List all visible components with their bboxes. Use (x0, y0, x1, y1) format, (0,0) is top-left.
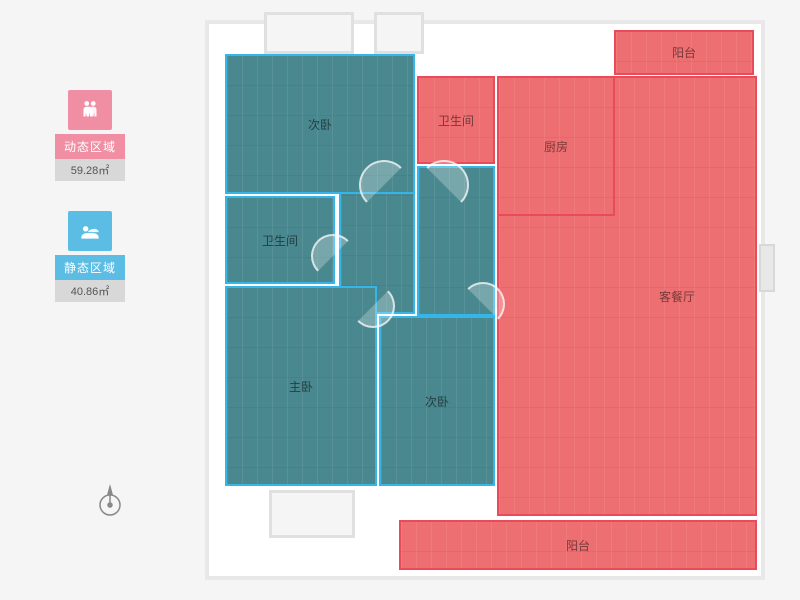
notch (374, 12, 424, 54)
legend-static-value: 40.86㎡ (55, 280, 125, 302)
label-yangtai-bottom: 阳台 (566, 537, 590, 554)
compass-icon (95, 480, 125, 520)
label-cibwo-top: 次卧 (308, 116, 332, 133)
label-kecanting: 客餐厅 (659, 288, 695, 305)
room-yangtai-top: 阳台 (614, 30, 754, 75)
label-cibwo-mid: 次卧 (425, 393, 449, 410)
room-zhuo: 主卧 (225, 286, 377, 486)
people-icon (68, 90, 112, 130)
label-weishengjian-top: 卫生间 (438, 112, 474, 129)
sleep-icon (68, 211, 112, 251)
label-zhuo: 主卧 (289, 378, 313, 395)
room-cibwo-mid: 次卧 (379, 316, 495, 486)
legend-static-title: 静态区域 (55, 255, 125, 280)
room-weishengjian-top: 卫生间 (417, 76, 495, 164)
legend-dynamic-title: 动态区域 (55, 134, 125, 159)
room-yangtai-bottom: 阳台 (399, 520, 757, 570)
notch (264, 12, 354, 54)
label-yangtai-top: 阳台 (672, 44, 696, 61)
legend-dynamic-value: 59.28㎡ (55, 159, 125, 181)
door-slot (759, 244, 775, 292)
legend-static: 静态区域 40.86㎡ (55, 211, 125, 302)
label-weishengjian-mid: 卫生间 (262, 232, 298, 249)
floorplan-container: 客餐厅 阳台 厨房 卫生间 阳台 次卧 卫生间 主卧 次卧 (205, 20, 765, 580)
notch (269, 490, 355, 538)
label-chufang: 厨房 (544, 138, 568, 155)
room-chufang: 厨房 (497, 76, 615, 216)
legend-dynamic: 动态区域 59.28㎡ (55, 90, 125, 181)
legend: 动态区域 59.28㎡ 静态区域 40.86㎡ (55, 90, 125, 332)
